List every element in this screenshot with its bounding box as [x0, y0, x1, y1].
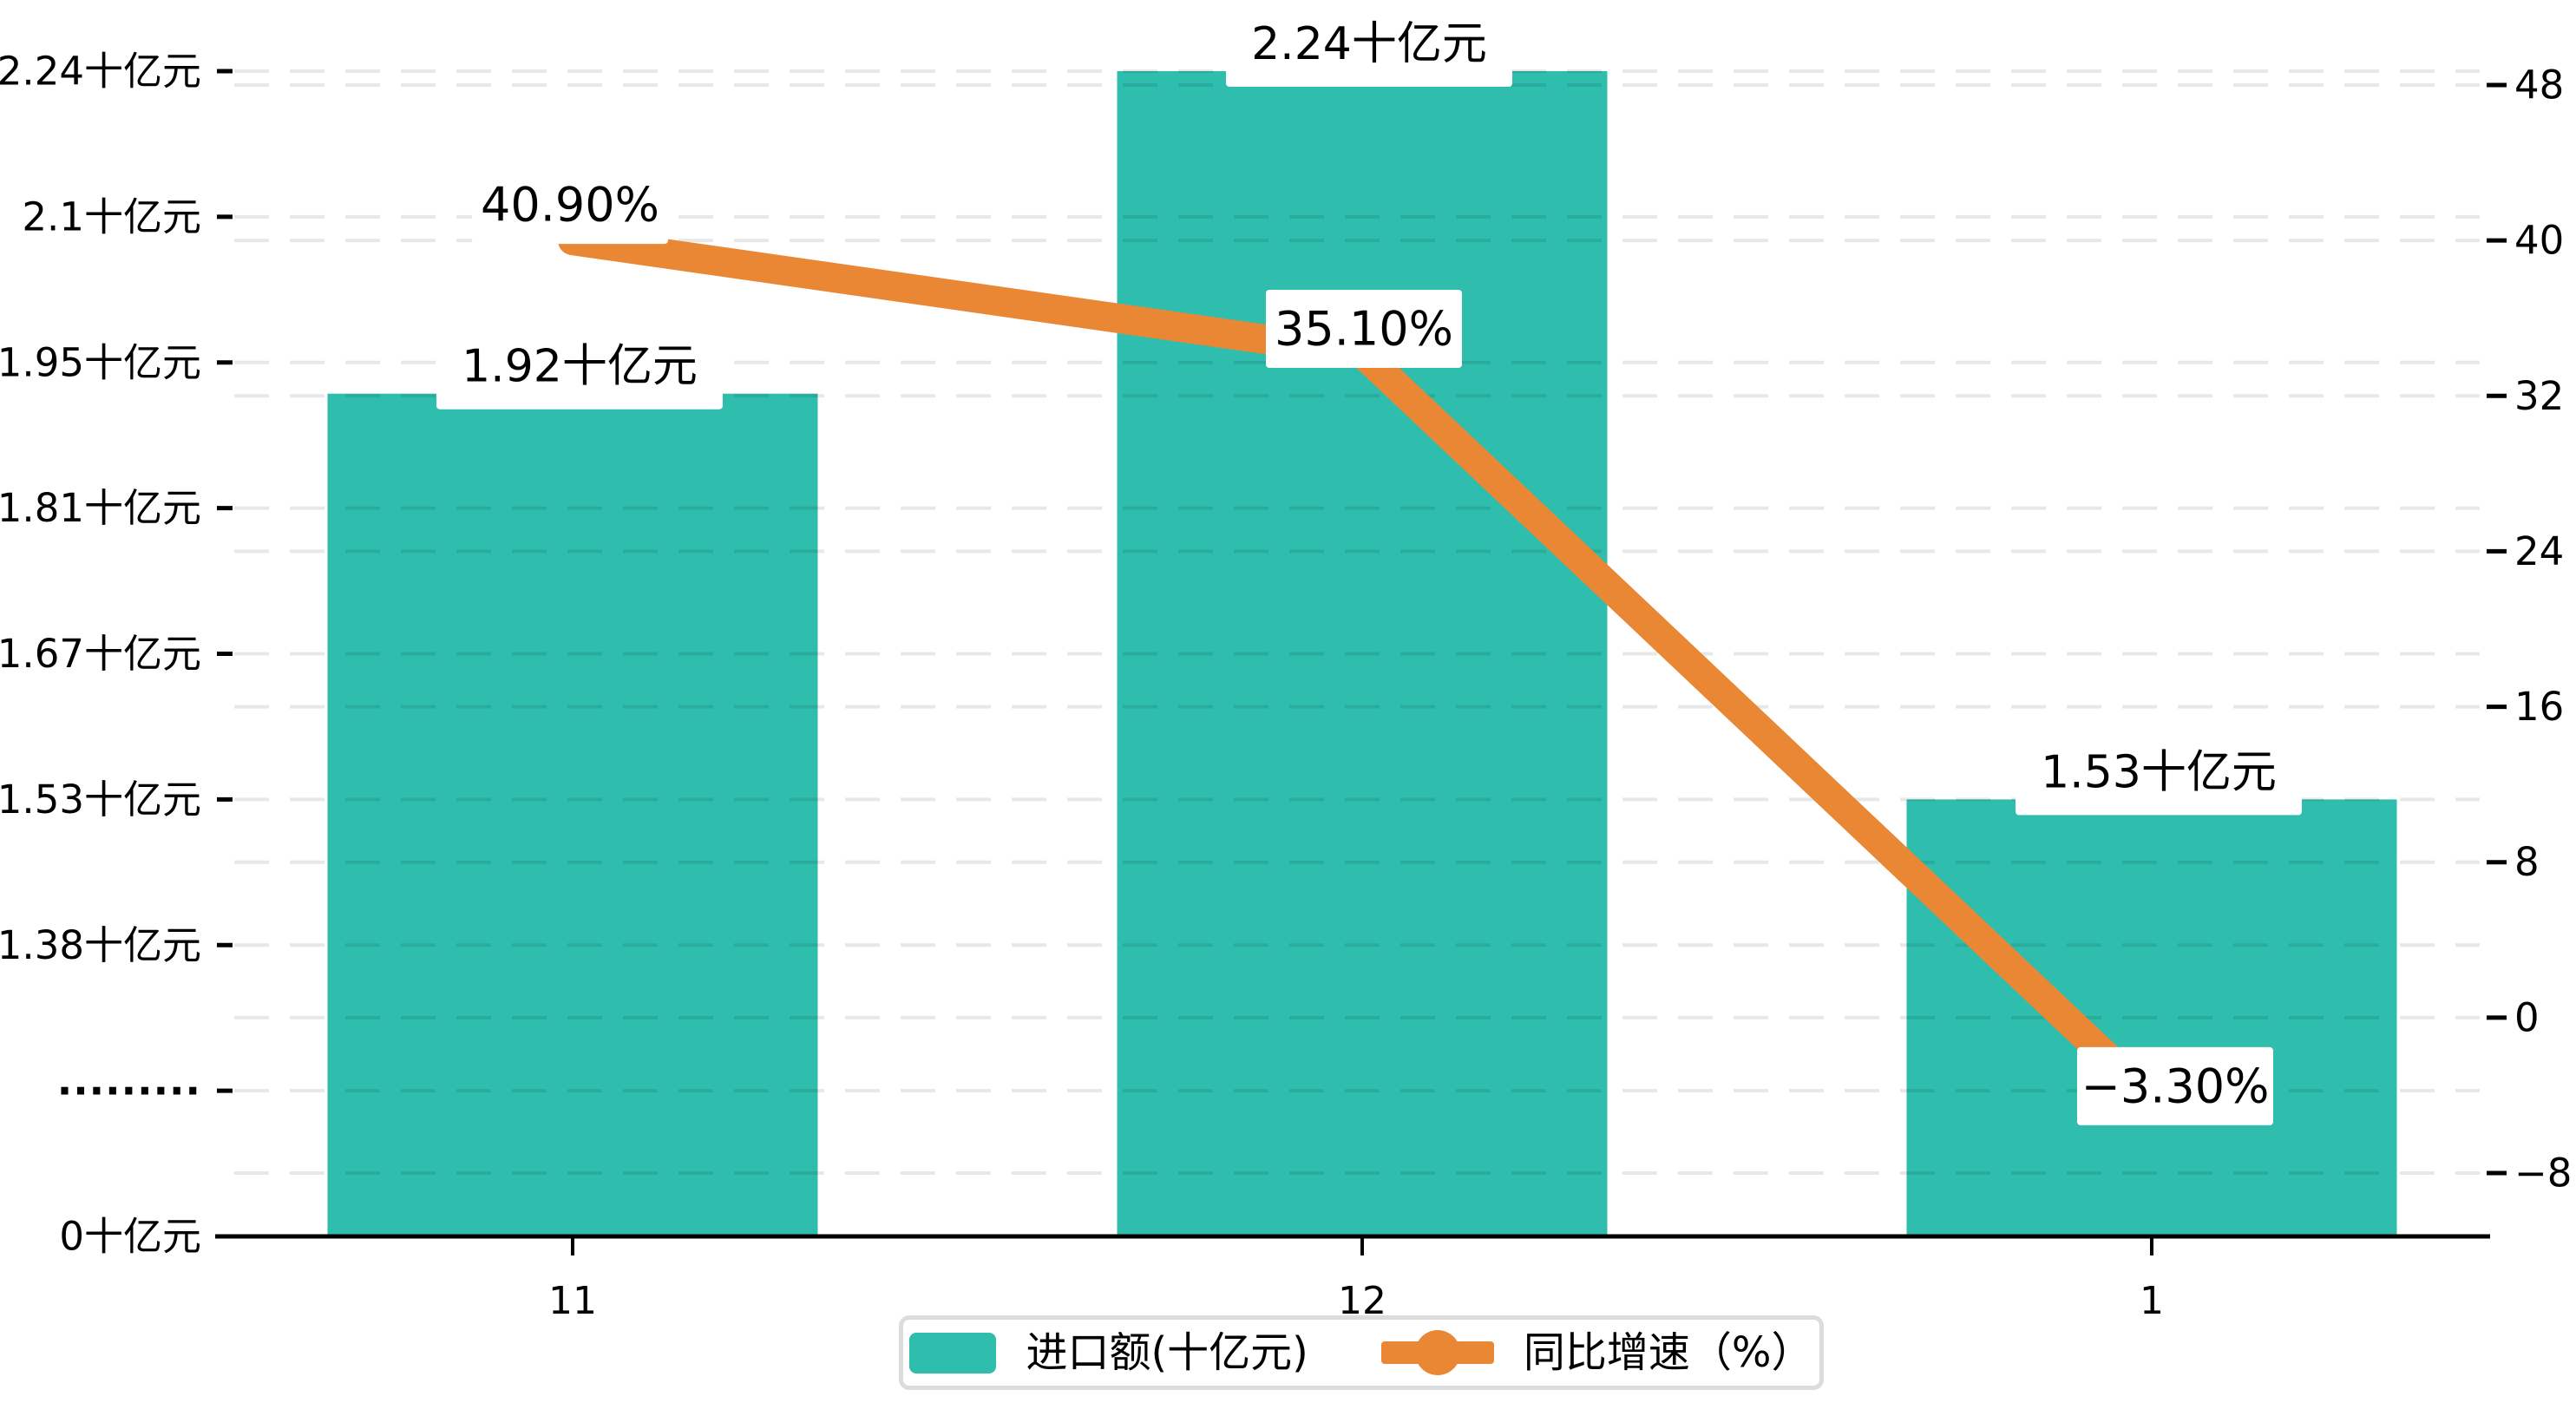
bar-value-label-box-11 [436, 334, 723, 410]
legend-item-import-value[interactable]: 进口额(十亿元) [909, 1332, 1308, 1373]
legend-item-yoy-growth[interactable]: 同比增速（%） [1380, 1328, 1813, 1377]
left-axis-label-1.81十亿元: 1.81十亿元 [0, 485, 201, 531]
line-series-marker-icon [1380, 1330, 1494, 1375]
legend: 进口额(十亿元) 同比增速（%） [899, 1315, 1824, 1390]
left-axis-label-1.95十亿元: 1.95十亿元 [0, 339, 201, 385]
left-axis-label-2.24十亿元: 2.24十亿元 [0, 49, 201, 95]
right-axis-label-16: 16 [2514, 684, 2564, 730]
pct-value-label-box-11 [472, 166, 668, 245]
bar-12[interactable] [1117, 71, 1608, 1235]
left-axis-label-1.53十亿元: 1.53十亿元 [0, 777, 201, 823]
right-axis-label--8: −8 [2514, 1150, 2572, 1196]
right-axis-label-48: 48 [2514, 62, 2564, 108]
left-axis-break-label: ········· [57, 1067, 201, 1114]
line-series-dot-icon [1414, 1330, 1460, 1375]
bar-value-label-12: 2.24十亿元 [1251, 18, 1487, 70]
right-axis-label-40: 40 [2514, 218, 2564, 264]
x-axis-label-1: 1 [2140, 1279, 2164, 1323]
legend-line-series-label: 同比增速（%） [1523, 1328, 1813, 1377]
bar-11[interactable] [327, 393, 818, 1235]
pct-value-label-12: 35.10% [1275, 302, 1453, 357]
pct-value-label-box-12 [1266, 290, 1462, 369]
left-axis-label-2.1十亿元: 2.1十亿元 [22, 193, 201, 239]
bar-1[interactable] [1906, 799, 2397, 1235]
right-axis-label-8: 8 [2514, 839, 2540, 885]
pct-value-label-1: −3.30% [2081, 1059, 2270, 1113]
bar-series-swatch-icon [909, 1332, 997, 1373]
x-axis-label-11: 11 [548, 1279, 597, 1323]
right-axis-label-0: 0 [2514, 994, 2540, 1040]
right-axis-label-32: 32 [2514, 373, 2564, 419]
right-axis-label-24: 24 [2514, 528, 2564, 574]
left-axis-label-0十亿元: 0十亿元 [59, 1214, 201, 1260]
legend-bar-series-label: 进口额(十亿元) [1026, 1328, 1308, 1377]
bar-value-label-box-12 [1226, 12, 1512, 87]
bar-value-label-11: 1.92十亿元 [462, 341, 698, 393]
left-axis-label-1.38十亿元: 1.38十亿元 [0, 922, 201, 968]
bar-value-label-1: 1.53十亿元 [2041, 746, 2277, 798]
left-axis-label-1.67十亿元: 1.67十亿元 [0, 631, 201, 677]
bar-value-label-box-1 [2016, 740, 2302, 816]
pct-value-label-box-1 [2077, 1046, 2273, 1125]
pct-value-label-11: 40.90% [481, 178, 659, 233]
